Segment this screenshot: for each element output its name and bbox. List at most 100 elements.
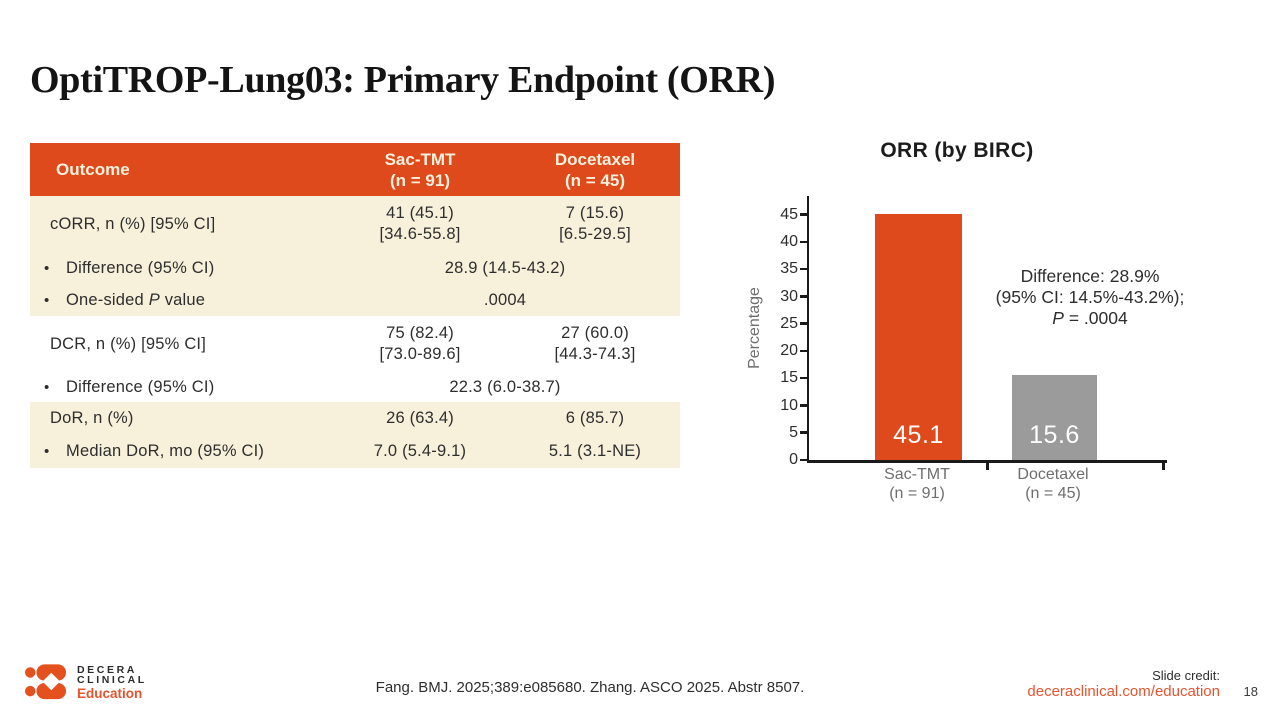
row-label-difference-dcr: • Difference (95% CI)	[30, 378, 330, 397]
sac-category-line1: Sac-TMT	[884, 466, 950, 483]
dcr-sac-line2: [73.0-89.6]	[379, 345, 461, 363]
y-tick-mark	[800, 431, 807, 434]
chart-title: ORR (by BIRC)	[880, 139, 1034, 162]
y-tick-label: 20	[780, 342, 798, 359]
y-tick-label: 45	[780, 205, 798, 223]
table-row-corr: cORR, n (%) [95% CI] 41 (45.1) [34.6-55.…	[30, 196, 680, 252]
row-label-corr: cORR, n (%) [95% CI]	[50, 214, 216, 233]
table-row-difference-dcr: • Difference (95% CI) 22.3 (6.0-38.7)	[30, 372, 680, 402]
difference-dcr-label: Difference (95% CI)	[66, 377, 215, 396]
annotation-line1: Difference: 28.9%	[1020, 266, 1160, 286]
decera-logo-text: DECERA CLINICAL Education	[77, 663, 147, 701]
bullet-icon: •	[44, 442, 50, 460]
table-row-median-dor: • Median DoR, mo (95% CI) 7.0 (5.4-9.1) …	[30, 434, 680, 468]
row-label-dcr: DCR, n (%) [95% CI]	[50, 334, 206, 353]
annotation-line2: (95% CI: 14.5%-43.2%);	[995, 287, 1185, 307]
column-header-sac-line1: Sac-TMT	[384, 149, 456, 169]
decera-logo-icon	[25, 664, 67, 700]
y-axis-label: Percentage	[746, 287, 763, 369]
y-tick-label: 30	[780, 287, 798, 305]
dcr-doc-line2: [44.3-74.3]	[554, 345, 636, 363]
y-tick-mark	[800, 267, 807, 271]
corr-sac-value: 41 (45.1) [34.6-55.8]	[330, 203, 510, 245]
docetaxel-category-line1: Docetaxel	[1017, 466, 1089, 483]
page-title: OptiTROP-Lung03: Primary Endpoint (ORR)	[30, 59, 776, 101]
docetaxel-category-line2: (n = 45)	[1025, 484, 1081, 502]
corr-doc-value: 7 (15.6) [6.5-29.5]	[510, 203, 680, 245]
corr-sac-line1: 41 (45.1)	[386, 204, 454, 222]
bullet-icon: •	[44, 291, 50, 309]
bullet-icon: •	[44, 378, 50, 396]
median-dor-doc-value: 5.1 (3.1-NE)	[548, 441, 642, 460]
plot-area: 45.1 15.6 0 5 10 15 20 25 30 35 40 45	[780, 196, 1167, 470]
logo-education: Education	[77, 685, 143, 701]
page-number: 18	[1243, 684, 1258, 699]
pvalue-label: One-sided P value	[66, 290, 206, 309]
slide-credit-label: Slide credit:	[1152, 668, 1220, 683]
corr-doc-line2: [6.5-29.5]	[559, 225, 631, 243]
dcr-sac-line1: 75 (82.4)	[386, 324, 454, 342]
citation-text: Fang. BMJ. 2025;389:e085680. Zhang. ASCO…	[375, 679, 805, 696]
bar-value-label-sac: 45.1	[893, 421, 944, 449]
y-tick-mark	[800, 349, 807, 352]
row-label-dor: DoR, n (%)	[50, 408, 134, 427]
table-row-pvalue: • One-sided P value .0004	[30, 284, 680, 316]
bar-sac-tmt: 45.1	[875, 214, 962, 460]
median-dor-sac-value: 7.0 (5.4-9.1)	[373, 441, 467, 460]
annotation-line3: P = .0004	[1052, 308, 1128, 328]
bullet-icon: •	[44, 259, 50, 277]
dor-sac-value: 26 (63.4)	[386, 408, 454, 427]
dcr-sac-value: 75 (82.4) [73.0-89.6]	[330, 323, 510, 365]
dor-doc-value: 6 (85.7)	[565, 408, 625, 427]
y-tick-label: 10	[780, 396, 798, 414]
y-tick-label: 25	[780, 314, 798, 332]
y-tick-mark	[800, 240, 807, 243]
column-header-sac-tmt: Sac-TMT (n = 91)	[330, 149, 510, 191]
dcr-doc-value: 27 (60.0) [44.3-74.3]	[510, 323, 680, 365]
column-header-doc-line2: (n = 45)	[565, 170, 625, 190]
dcr-doc-line1: 27 (60.0)	[561, 324, 629, 342]
bar-value-label-docetaxel: 15.6	[1029, 421, 1080, 449]
y-tick-mark	[800, 295, 807, 298]
corr-doc-line1: 7 (15.6)	[565, 204, 625, 222]
y-tick-label: 40	[780, 233, 798, 250]
results-table: Outcome Sac-TMT (n = 91) Docetaxel (n = …	[30, 143, 680, 468]
slide-credit-link[interactable]: deceraclinical.com/education	[1027, 683, 1220, 700]
y-tick-mark	[800, 322, 807, 325]
difference-dcr-value: 22.3 (6.0-38.7)	[449, 377, 561, 396]
median-dor-label: Median DoR, mo (95% CI)	[66, 441, 265, 460]
table-row-dor: DoR, n (%) 26 (63.4) 6 (85.7)	[30, 402, 680, 434]
y-tick-mark	[800, 213, 807, 216]
x-category-label-sac-tmt: Sac-TMT (n = 91)	[842, 466, 992, 503]
column-header-sac-line2: (n = 91)	[390, 170, 450, 190]
difference-orr-value: 28.9 (14.5-43.2)	[444, 258, 566, 277]
row-label-difference-orr: • Difference (95% CI)	[30, 259, 330, 278]
slide-credit: Slide credit: deceraclinical.com/educati…	[1027, 668, 1220, 700]
y-tick-label: 5	[789, 423, 798, 441]
y-tick-mark	[800, 458, 807, 461]
pvalue-value: .0004	[483, 290, 527, 309]
column-header-doc-line1: Docetaxel	[554, 149, 636, 169]
logo-clinical: CLINICAL	[77, 673, 147, 686]
difference-annotation: Difference: 28.9% (95% CI: 14.5%-43.2%);…	[958, 266, 1222, 329]
row-label-pvalue: • One-sided P value	[30, 291, 330, 310]
y-tick-label: 35	[780, 260, 798, 278]
table-row-difference-orr: • Difference (95% CI) 28.9 (14.5-43.2)	[30, 252, 680, 284]
corr-sac-line2: [34.6-55.8]	[379, 225, 461, 243]
y-tick-mark	[800, 404, 807, 407]
difference-orr-label: Difference (95% CI)	[66, 258, 215, 277]
decera-logo: DECERA CLINICAL Education	[25, 663, 147, 701]
y-tick-mark	[800, 376, 807, 380]
y-tick-label: 15	[780, 369, 798, 387]
x-category-label-docetaxel: Docetaxel (n = 45)	[978, 466, 1128, 503]
row-label-median-dor: • Median DoR, mo (95% CI)	[30, 442, 330, 461]
x-tick-mark	[986, 463, 989, 470]
bar-docetaxel: 15.6	[1012, 374, 1097, 460]
column-header-outcome: Outcome	[56, 160, 130, 179]
table-header-row: Outcome Sac-TMT (n = 91) Docetaxel (n = …	[30, 143, 680, 196]
sac-category-line2: (n = 91)	[889, 484, 945, 502]
column-header-docetaxel: Docetaxel (n = 45)	[510, 149, 680, 191]
logo-decera: DECERA	[77, 663, 137, 676]
y-tick-label: 0	[789, 451, 798, 468]
